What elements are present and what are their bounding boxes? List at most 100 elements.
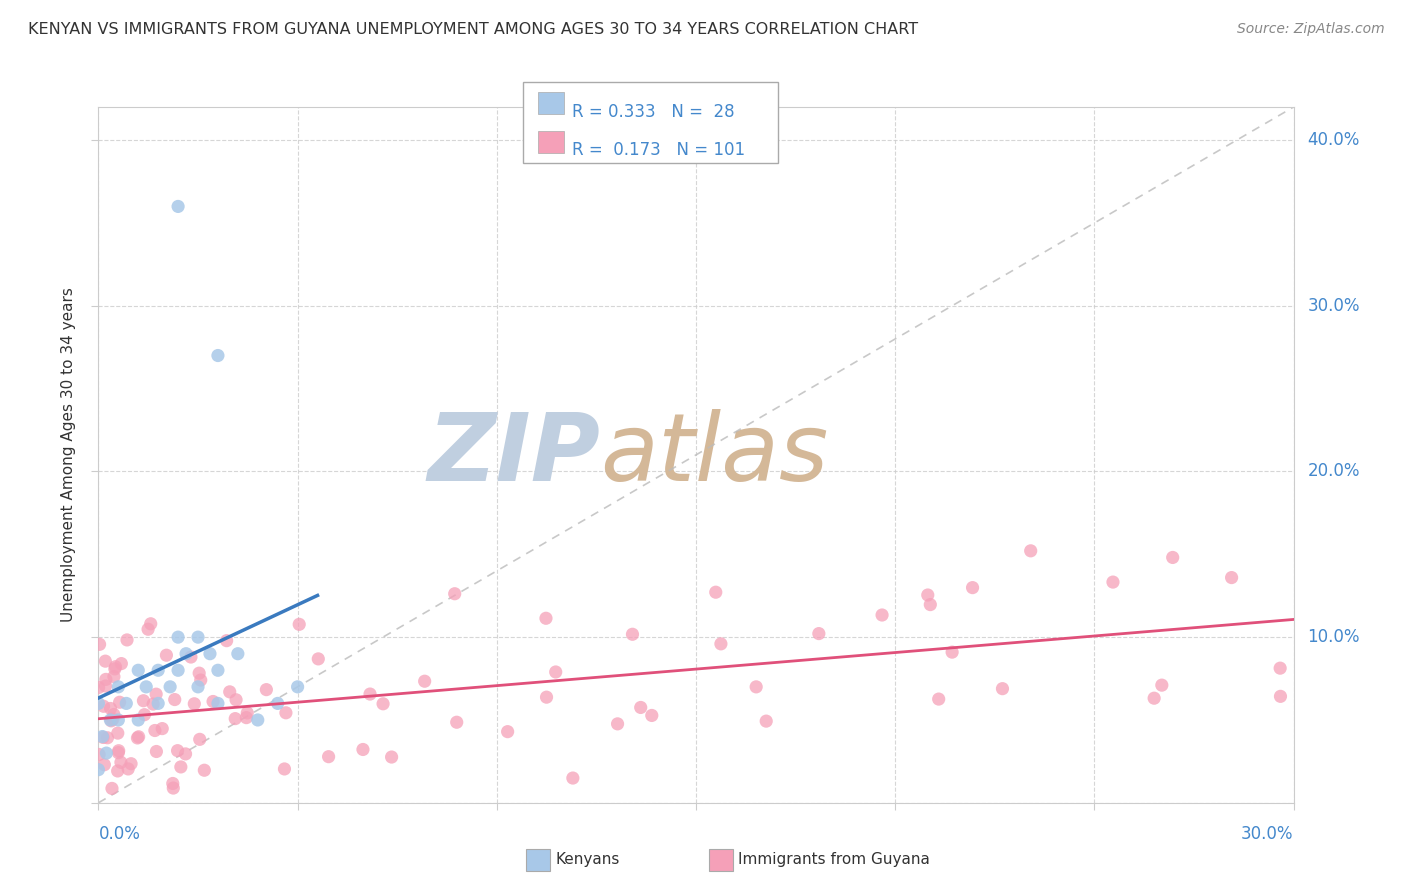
Text: atlas: atlas — [600, 409, 828, 500]
Point — [166, 744, 188, 758]
Point — [120, 756, 142, 771]
Point — [413, 674, 436, 689]
Point — [193, 763, 215, 777]
Point — [150, 722, 173, 736]
Point — [928, 692, 950, 706]
Text: R = 0.333   N =  28: R = 0.333 N = 28 — [572, 103, 735, 120]
Point — [745, 680, 768, 694]
Point — [352, 742, 374, 756]
Point — [127, 713, 149, 727]
Point — [117, 762, 139, 776]
Point — [1102, 575, 1125, 590]
Point — [98, 713, 122, 727]
Point — [145, 687, 167, 701]
Point — [917, 588, 939, 602]
Point — [107, 726, 129, 740]
Point — [561, 771, 583, 785]
Point — [207, 349, 229, 363]
Point — [87, 763, 110, 777]
Point — [180, 650, 202, 665]
Point — [101, 781, 124, 796]
Point — [1019, 544, 1042, 558]
Point — [94, 679, 117, 693]
Point — [187, 680, 209, 694]
Point — [107, 680, 129, 694]
Point — [359, 687, 381, 701]
Point — [606, 716, 628, 731]
Point — [1268, 661, 1291, 675]
Point — [100, 701, 122, 715]
Point — [198, 647, 221, 661]
Point — [93, 699, 115, 714]
Point — [236, 706, 259, 720]
Point — [107, 746, 129, 760]
Point — [96, 746, 118, 760]
Point — [1143, 691, 1166, 706]
Point — [94, 673, 117, 687]
Point — [218, 685, 240, 699]
Point — [235, 711, 257, 725]
Point — [381, 750, 404, 764]
Point — [108, 695, 131, 709]
Point — [163, 692, 186, 706]
Point — [107, 764, 129, 778]
Point — [202, 694, 225, 708]
Point — [110, 756, 132, 770]
Point — [104, 662, 127, 676]
Point — [94, 654, 117, 668]
Point — [1150, 678, 1173, 692]
Point — [174, 747, 197, 761]
Point — [159, 680, 181, 694]
Point — [962, 581, 984, 595]
Point — [496, 724, 519, 739]
Point — [446, 715, 468, 730]
Point — [621, 627, 644, 641]
Point — [710, 637, 733, 651]
Point — [274, 706, 297, 720]
Point — [630, 700, 652, 714]
Y-axis label: Unemployment Among Ages 30 to 34 years: Unemployment Among Ages 30 to 34 years — [60, 287, 76, 623]
Text: Kenyans: Kenyans — [555, 853, 620, 867]
Point — [100, 714, 122, 728]
Point — [920, 598, 942, 612]
Point — [132, 694, 155, 708]
Point — [91, 731, 114, 745]
Point — [107, 713, 129, 727]
Point — [134, 707, 156, 722]
Point — [991, 681, 1014, 696]
Point — [267, 697, 290, 711]
Point — [104, 659, 127, 673]
Point — [148, 663, 170, 677]
Point — [167, 663, 190, 677]
Point — [93, 757, 115, 772]
Point — [87, 747, 110, 762]
Point — [128, 730, 150, 744]
Point — [246, 713, 269, 727]
Point — [96, 731, 118, 745]
Point — [187, 630, 209, 644]
Point — [91, 730, 114, 744]
Point — [1220, 571, 1243, 585]
Point — [226, 647, 249, 661]
Text: 20.0%: 20.0% — [1308, 462, 1360, 481]
Point — [207, 697, 229, 711]
Point — [101, 712, 124, 726]
Point — [288, 617, 311, 632]
Point — [318, 749, 340, 764]
Point — [127, 663, 149, 677]
Point — [145, 744, 167, 758]
Point — [135, 680, 157, 694]
Text: 30.0%: 30.0% — [1241, 825, 1294, 843]
Point — [183, 697, 205, 711]
Text: 10.0%: 10.0% — [1308, 628, 1360, 646]
Point — [139, 616, 162, 631]
Point — [807, 626, 830, 640]
Point — [755, 714, 778, 728]
Point — [167, 630, 190, 644]
Point — [641, 708, 664, 723]
Point — [534, 611, 557, 625]
Point — [273, 762, 295, 776]
Point — [115, 697, 138, 711]
Point — [207, 663, 229, 677]
Point — [162, 780, 184, 795]
